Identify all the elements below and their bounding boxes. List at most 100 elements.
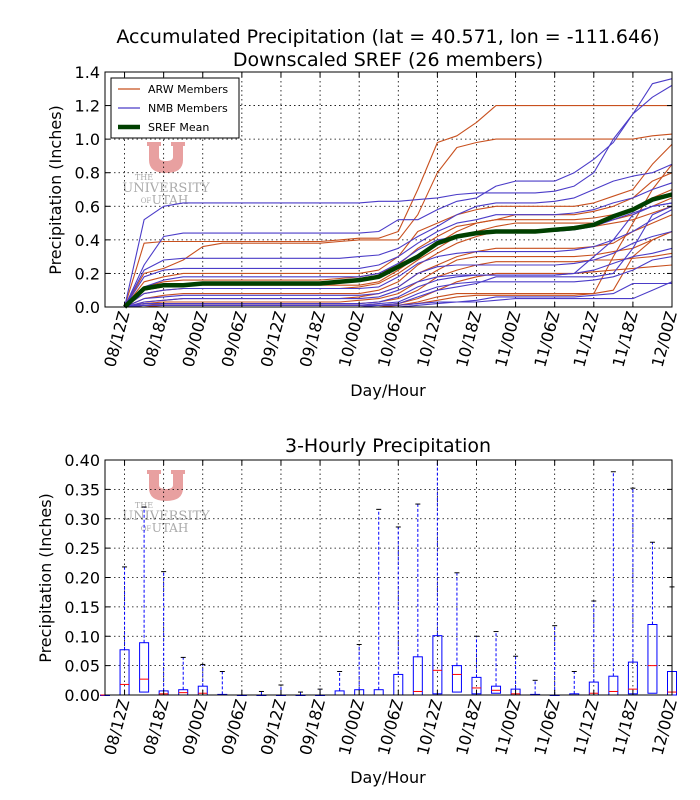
logo-text-the: THE [135, 173, 153, 182]
logo-u-shape [149, 144, 183, 173]
x-tick-label: 10/12Z [413, 309, 446, 369]
nmb-member-line [124, 163, 673, 308]
nmb-member-line [124, 209, 673, 308]
nmb-member-line [124, 78, 673, 308]
box-plot [647, 541, 658, 694]
box-iqr [491, 685, 502, 694]
x-tick-label: 09/00Z [178, 697, 211, 757]
legend-label: SREF Mean [148, 121, 209, 134]
top-chart-xlabel: Day/Hour [350, 381, 426, 400]
y-tick-label: 1.4 [75, 63, 100, 82]
x-tick-label: 08/18Z [139, 309, 172, 369]
box-plot [588, 600, 599, 696]
box-plot [217, 671, 228, 696]
box-plot [334, 671, 345, 696]
y-tick-label: 0.15 [64, 598, 100, 617]
box-iqr [647, 624, 658, 694]
y-tick-label: 0.10 [64, 627, 100, 646]
legend-label: NMB Members [148, 102, 228, 115]
x-tick-label: 11/00Z [491, 697, 524, 757]
x-tick-label: 09/06Z [218, 697, 251, 757]
y-tick-label: 0.00 [64, 686, 100, 705]
logo-u-shape [149, 472, 183, 501]
box-plot [354, 643, 365, 696]
top-chart-legend: ARW Members NMB Members SREF Mean [110, 77, 240, 139]
y-tick-label: 0.4 [75, 231, 100, 250]
y-tick-label: 0.20 [64, 569, 100, 588]
x-tick-label: 10/12Z [413, 697, 446, 757]
bottom-chart-boxes [100, 459, 677, 696]
x-tick-label: 11/18Z [609, 309, 642, 369]
x-tick-label: 11/12Z [570, 697, 603, 757]
logo-text-the: THE [135, 501, 153, 510]
top-chart-title: Accumulated Precipitation (lat = 40.571,… [116, 26, 659, 48]
x-tick-label: 11/00Z [491, 309, 524, 369]
x-tick-label: 09/00Z [178, 309, 211, 369]
y-tick-label: 0.30 [64, 510, 100, 529]
logo-serif [171, 470, 185, 474]
y-tick-label: 0.8 [75, 164, 100, 183]
y-tick-label: 0.05 [64, 657, 100, 676]
arw-member-line [124, 230, 673, 308]
x-tick-label: 12/00Z [648, 309, 681, 369]
x-tick-label: 10/00Z [335, 697, 368, 757]
x-tick-label: 11/18Z [609, 697, 642, 757]
x-tick-label: 09/18Z [296, 309, 329, 369]
logo-text-utah: UTAH [152, 521, 189, 535]
bottom-chart-xlabel: Day/Hour [350, 768, 426, 787]
box-plot [451, 572, 462, 693]
logo-text-university: UNIVERSITY [122, 181, 210, 196]
box-iqr [139, 642, 150, 693]
y-tick-label: 1.0 [75, 130, 100, 149]
box-iqr [608, 675, 619, 696]
box-plot [393, 526, 404, 696]
x-tick-label: 10/06Z [374, 697, 407, 757]
nmb-member-line [124, 202, 673, 308]
y-tick-label: 0.0 [75, 298, 100, 317]
nmb-member-line [124, 84, 673, 308]
x-tick-label: 10/06Z [374, 309, 407, 369]
nmb-member-line [124, 230, 673, 308]
nmb-member-line [124, 247, 673, 308]
logo-serif [147, 142, 161, 146]
box-plot [510, 655, 521, 696]
logo-text-of: OF [141, 197, 152, 205]
logo-serif [171, 142, 185, 146]
sref-mean-line [123, 192, 673, 309]
y-tick-label: 0.25 [64, 539, 100, 558]
x-tick-label: 11/06Z [530, 309, 563, 369]
box-iqr [334, 690, 345, 696]
box-plot [569, 671, 580, 696]
box-plot [608, 471, 619, 696]
x-tick-label: 09/18Z [296, 697, 329, 757]
x-tick-label: 10/00Z [335, 309, 368, 369]
x-tick-label: 10/18Z [452, 697, 485, 757]
accumulated-precipitation-chart: Accumulated Precipitation (lat = 40.571,… [46, 26, 681, 400]
x-tick-label: 09/12Z [257, 309, 290, 369]
box-plot [530, 679, 541, 696]
x-tick-label: 12/00Z [648, 697, 681, 757]
box-plot [491, 631, 502, 694]
bottom-chart-title: 3-Hourly Precipitation [285, 435, 491, 457]
logo-serif [147, 470, 161, 474]
top-chart-subtitle: Downscaled SREF (26 members) [233, 49, 543, 71]
x-tick-label: 10/18Z [452, 309, 485, 369]
x-tick-label: 09/12Z [257, 697, 290, 757]
box-iqr [451, 665, 462, 693]
x-tick-label: 08/12Z [100, 309, 133, 369]
logo-text-of: OF [141, 525, 152, 533]
y-tick-label: 0.35 [64, 480, 100, 499]
y-tick-label: 1.2 [75, 97, 100, 116]
bottom-chart-grid [105, 459, 673, 696]
plot-frame [104, 71, 673, 308]
y-tick-label: 0.2 [75, 264, 100, 283]
arw-member-line [124, 133, 673, 308]
box-plot [412, 503, 423, 696]
arw-member-line [124, 105, 672, 308]
x-tick-label: 08/18Z [139, 697, 172, 757]
x-tick-label: 11/12Z [570, 309, 603, 369]
